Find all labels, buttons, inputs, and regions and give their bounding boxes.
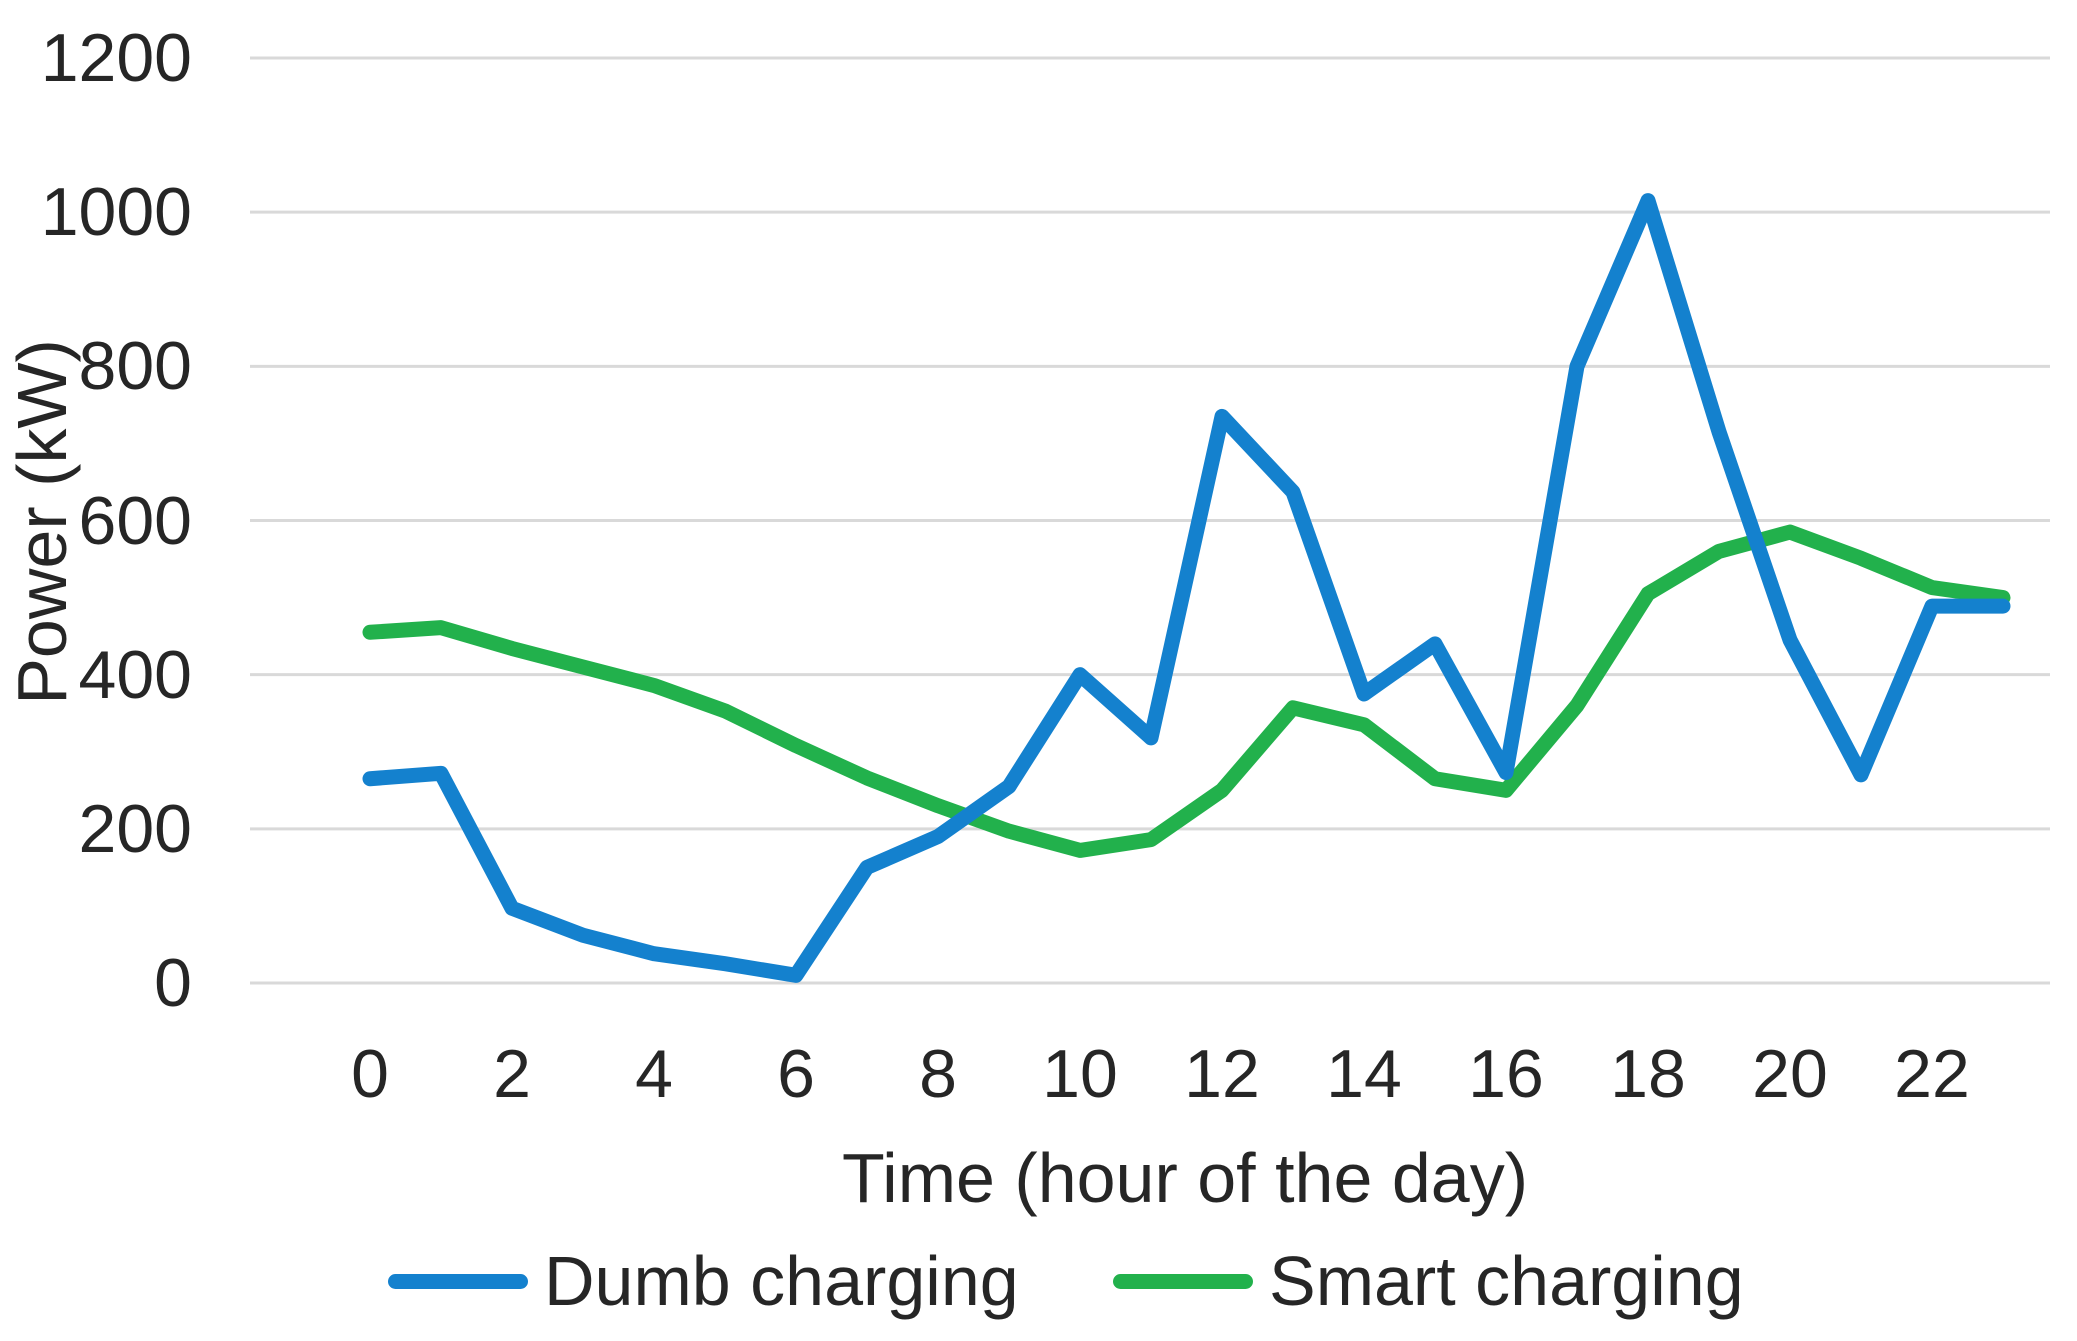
y-axis-title: Power (kW) <box>3 339 81 705</box>
y-tick-label-1000: 1000 <box>40 174 192 251</box>
y-tick-label-400: 400 <box>78 636 192 713</box>
x-tick-label-16: 16 <box>1468 1036 1544 1112</box>
smart-charging-legend-label: Smart charging <box>1269 1242 1744 1320</box>
x-tick-label-18: 18 <box>1610 1036 1686 1112</box>
gridlines <box>250 56 2050 985</box>
x-tick-label-6: 6 <box>777 1036 815 1112</box>
smart-charging-legend-swatch <box>1113 1273 1253 1289</box>
x-axis-title: Time (hour of the day) <box>841 1139 1529 1217</box>
legend-item-dumb-charging: Dumb charging <box>388 1238 1019 1324</box>
y-tick-label-600: 600 <box>78 482 192 559</box>
x-tick-label-10: 10 <box>1042 1036 1118 1112</box>
y-tick-label-1200: 1200 <box>40 20 192 96</box>
x-tick-label-14: 14 <box>1326 1036 1402 1112</box>
dumb-charging-legend-label: Dumb charging <box>544 1242 1019 1320</box>
y-tick-label-200: 200 <box>78 790 192 867</box>
series-lines <box>362 193 2011 983</box>
x-tick-label-20: 20 <box>1752 1036 1828 1112</box>
x-tick-label-2: 2 <box>493 1036 531 1112</box>
dumb-charging-line <box>362 193 2011 983</box>
x-tick-label-12: 12 <box>1184 1036 1260 1112</box>
legend-item-smart-charging: Smart charging <box>1113 1238 1744 1324</box>
smart-charging-line <box>362 524 2011 858</box>
x-tick-label-0: 0 <box>351 1036 389 1112</box>
x-tick-label-8: 8 <box>919 1036 957 1112</box>
y-tick-label-0: 0 <box>154 945 192 1021</box>
x-tick-label-4: 4 <box>635 1036 673 1112</box>
dumb-charging-legend-swatch <box>388 1273 528 1289</box>
y-tick-label-800: 800 <box>78 328 192 405</box>
x-tick-label-22: 22 <box>1894 1036 1970 1112</box>
